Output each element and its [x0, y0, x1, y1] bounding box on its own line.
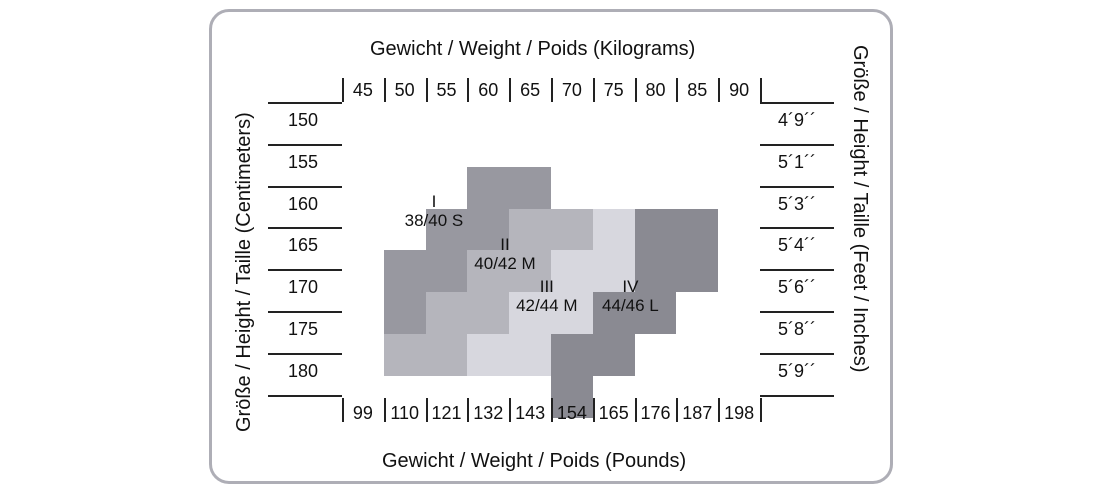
- cm-row-label: 160: [287, 193, 319, 214]
- lb-tick-separator: [634, 398, 637, 422]
- zone-cell: [467, 166, 551, 209]
- right-ruler: [760, 269, 834, 272]
- kg-tick-label: 75: [603, 80, 624, 100]
- zone-cell: [509, 208, 593, 251]
- lb-tick-separator: [718, 398, 721, 422]
- lb-tick-separator: [425, 398, 428, 422]
- zone-cell: [592, 208, 635, 251]
- zone-cell: [509, 292, 593, 334]
- ft-row-label: 5´8´´: [777, 319, 816, 339]
- lb-tick-label: 143: [515, 403, 546, 423]
- cm-row-label: 150: [287, 110, 319, 130]
- lb-tick-separator: [760, 398, 762, 422]
- kg-tick-label: 85: [687, 80, 708, 100]
- left-ruler: [268, 311, 342, 313]
- kg-tick-separator: [551, 78, 553, 102]
- lb-tick-label: 198: [724, 403, 755, 423]
- right-ruler: [760, 227, 834, 230]
- cm-row-label: 175: [287, 319, 319, 339]
- zone-cell: [592, 292, 677, 334]
- kg-tick-label: 60: [478, 80, 499, 100]
- kg-tick-separator: [509, 78, 512, 102]
- title-pounds: Gewicht / Weight / Poids (Pounds): [382, 450, 687, 472]
- zone-cell: [425, 208, 510, 251]
- kg-tick-label: 50: [394, 80, 415, 100]
- zone-roman-label: II: [500, 235, 510, 255]
- ft-row-label: 5´9´´: [777, 360, 816, 381]
- lb-tick-label: 187: [682, 403, 713, 423]
- lb-tick-separator: [592, 398, 595, 422]
- zone-size-label: 40/42 M: [474, 254, 536, 274]
- zone-roman-label: III: [539, 277, 554, 297]
- kg-tick-separator: [342, 78, 344, 102]
- lb-tick-label: 176: [640, 403, 671, 423]
- right-ruler: [760, 311, 834, 313]
- zone-size-label: 44/46 L: [602, 296, 659, 316]
- kg-tick-label: 45: [352, 80, 373, 100]
- kg-tick-label: 90: [729, 80, 750, 100]
- left-ruler: [268, 394, 342, 397]
- zone-cell: [634, 208, 719, 293]
- zone-cell: [383, 334, 426, 376]
- zone-cell: [551, 250, 635, 293]
- zone-roman-label: I: [431, 191, 437, 211]
- title-kilograms: Gewicht / Weight / Poids (Kilograms): [370, 38, 696, 60]
- ft-row-label: 5´1´´: [777, 151, 816, 172]
- zone-cell: [551, 375, 593, 418]
- lb-tick-separator: [676, 398, 679, 422]
- left-ruler: [268, 143, 342, 146]
- left-ruler: [268, 352, 342, 355]
- zone-size-label: 42/44 M: [516, 296, 578, 316]
- kg-tick-label: 55: [436, 80, 457, 100]
- lb-tick-label: 99: [352, 403, 373, 423]
- lb-tick-separator: [383, 398, 386, 422]
- left-ruler: [268, 185, 342, 188]
- right-ruler: [760, 185, 834, 188]
- lb-tick-separator: [342, 398, 344, 422]
- kg-tick-separator: [718, 78, 721, 102]
- ft-row-label: 5´3´´: [777, 193, 816, 214]
- kg-tick-separator: [383, 78, 386, 102]
- ft-row-label: 4´9´´: [777, 110, 816, 130]
- right-ruler: [760, 102, 834, 104]
- zone-cell: [467, 250, 551, 293]
- kg-tick-separator: [634, 78, 637, 102]
- lb-tick-label: 132: [473, 403, 504, 423]
- lb-tick-separator: [551, 398, 553, 422]
- kg-tick-separator: [676, 78, 679, 102]
- zone-size-label: 38/40 S: [404, 210, 464, 230]
- lb-tick-label: 154: [556, 403, 587, 423]
- cm-row-label: 165: [287, 235, 319, 256]
- kg-tick-label: 65: [520, 80, 541, 100]
- lb-tick-separator: [467, 398, 470, 422]
- kg-tick-separator: [760, 78, 762, 102]
- title-centimeters: Größe / Height / Taille (Centimeters): [233, 112, 255, 432]
- kg-tick-label: 70: [561, 80, 582, 100]
- cm-row-label: 170: [287, 277, 319, 298]
- title-feet-inches: Größe / Height / Taille (Feet / Inches): [849, 45, 871, 373]
- zone-roman-label: IV: [622, 277, 639, 297]
- ft-row-label: 5´4´´: [777, 235, 816, 256]
- zone-cell: [551, 334, 635, 376]
- lb-tick-label: 165: [598, 403, 629, 423]
- left-ruler: [268, 227, 342, 230]
- kg-tick-label: 80: [645, 80, 666, 100]
- kg-tick-separator: [425, 78, 428, 102]
- kg-tick-separator: [592, 78, 595, 102]
- left-ruler: [268, 102, 342, 104]
- left-ruler: [268, 269, 342, 272]
- lb-tick-separator: [509, 398, 512, 422]
- ft-row-label: 5´6´´: [777, 277, 816, 298]
- zone-cell: [467, 334, 551, 376]
- cm-row-label: 155: [287, 151, 319, 172]
- cm-row-label: 180: [287, 360, 319, 381]
- right-ruler: [760, 352, 834, 355]
- kg-tick-separator: [467, 78, 470, 102]
- right-ruler: [760, 143, 834, 146]
- lb-tick-label: 121: [431, 403, 462, 423]
- lb-tick-label: 110: [390, 403, 420, 423]
- right-ruler: [760, 394, 834, 397]
